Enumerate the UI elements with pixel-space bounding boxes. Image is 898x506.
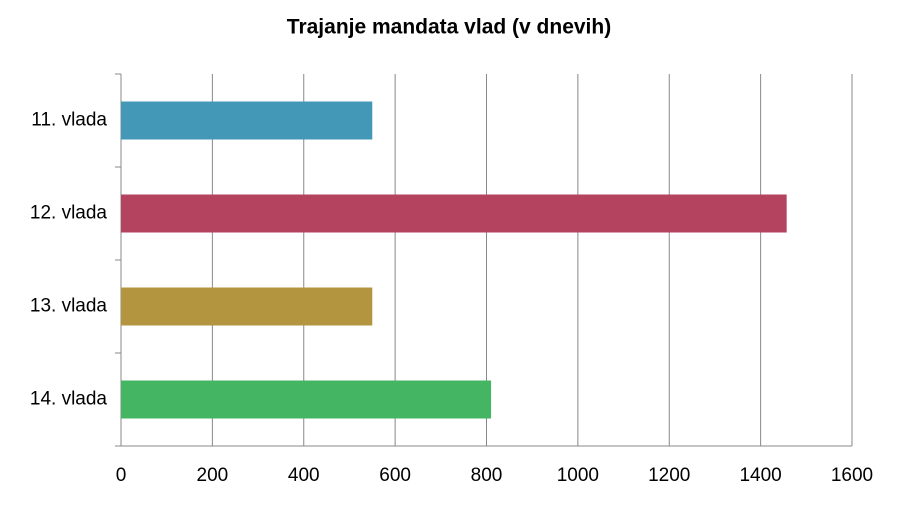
x-tick-label: 600 <box>379 465 411 486</box>
chart-title: Trajanje mandata vlad (v dnevih) <box>287 16 611 39</box>
y-tick-label: 11. vlada <box>31 110 107 131</box>
x-tick-label: 1000 <box>557 465 599 486</box>
x-tick-label: 1200 <box>648 465 690 486</box>
bar <box>121 101 373 140</box>
y-tick-label: 14. vlada <box>30 389 108 410</box>
x-tick-label: 1600 <box>831 465 873 486</box>
x-tick-label: 400 <box>288 465 320 486</box>
x-tick-label: 0 <box>116 465 127 486</box>
y-tick-label: 13. vlada <box>30 296 108 317</box>
bar <box>121 287 373 326</box>
bar <box>121 194 787 233</box>
x-tick-label: 200 <box>197 465 229 486</box>
bar <box>121 380 492 419</box>
x-tick-label: 800 <box>471 465 503 486</box>
y-tick-label: 12. vlada <box>30 203 108 224</box>
x-tick-label: 1400 <box>739 465 781 486</box>
